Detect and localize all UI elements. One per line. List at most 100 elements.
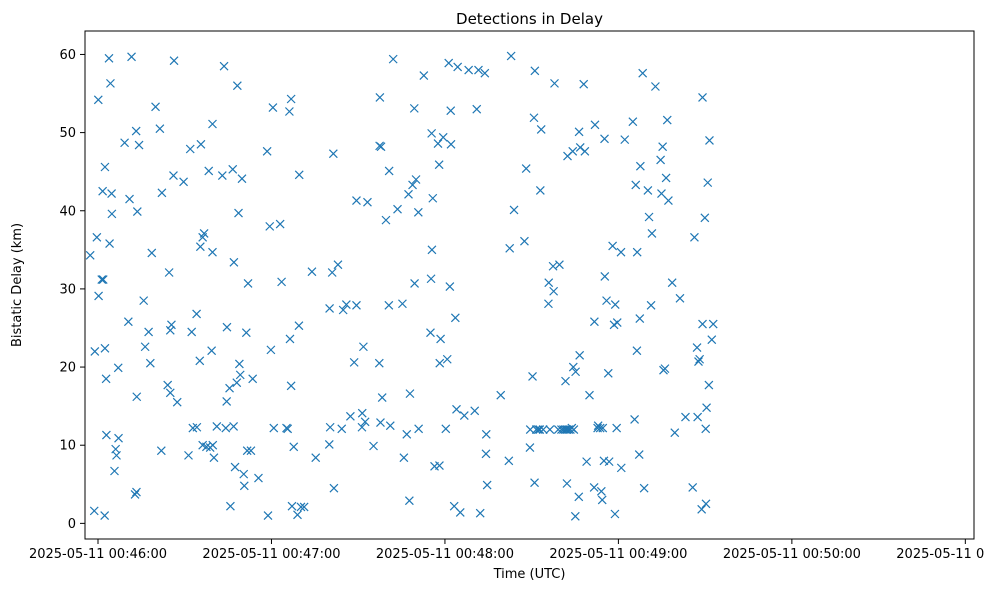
data-point-marker bbox=[328, 149, 338, 159]
data-point-marker bbox=[426, 274, 436, 284]
data-point-marker bbox=[228, 164, 238, 174]
data-point-marker bbox=[675, 293, 685, 303]
data-point-marker bbox=[100, 343, 110, 353]
data-point-marker bbox=[327, 268, 337, 277]
data-point-marker bbox=[535, 186, 545, 195]
data-markers bbox=[85, 51, 718, 521]
data-point-marker bbox=[165, 325, 175, 335]
data-point-marker bbox=[230, 462, 240, 472]
data-point-marker bbox=[113, 363, 123, 373]
data-point-marker bbox=[612, 318, 622, 327]
data-point-marker bbox=[554, 260, 564, 270]
data-point-marker bbox=[287, 501, 297, 511]
data-point-marker bbox=[204, 166, 214, 176]
data-point-marker bbox=[530, 478, 539, 488]
data-point-marker bbox=[656, 155, 666, 165]
data-point-marker bbox=[405, 389, 415, 399]
data-point-marker bbox=[277, 277, 287, 287]
data-point-marker bbox=[266, 345, 276, 355]
data-point-marker bbox=[632, 247, 642, 257]
data-point-marker bbox=[506, 51, 516, 61]
data-point-marker bbox=[225, 501, 235, 511]
data-point-marker bbox=[568, 146, 578, 156]
data-point-marker bbox=[268, 103, 278, 113]
data-point-marker bbox=[385, 421, 395, 431]
data-point-marker bbox=[393, 204, 402, 214]
data-point-marker bbox=[376, 418, 385, 427]
data-point-marker bbox=[428, 193, 438, 203]
data-point-marker bbox=[195, 242, 205, 252]
data-point-marker bbox=[199, 228, 209, 238]
data-point-marker bbox=[589, 317, 599, 327]
data-point-marker bbox=[701, 424, 711, 434]
data-point-marker bbox=[634, 450, 644, 460]
data-point-marker bbox=[357, 422, 367, 432]
data-point-marker bbox=[235, 370, 245, 380]
data-point-marker bbox=[411, 175, 421, 184]
data-point-marker bbox=[101, 374, 111, 384]
data-point-marker bbox=[132, 487, 141, 497]
data-point-marker bbox=[670, 428, 680, 438]
data-point-marker bbox=[169, 171, 178, 181]
data-point-marker bbox=[482, 480, 492, 490]
y-tick-label: 0 bbox=[68, 517, 76, 532]
x-axis-ticks: 2025-05-11 00:46:00 2025-05-11 00:47:00 20… bbox=[29, 539, 984, 562]
data-point-marker bbox=[544, 278, 554, 288]
data-point-marker bbox=[294, 170, 304, 180]
x-tick-label: 2025-05-11 00:50:00 bbox=[723, 547, 861, 562]
y-tick-label: 60 bbox=[59, 48, 76, 63]
data-point-marker bbox=[404, 496, 414, 506]
data-point-marker bbox=[438, 132, 448, 142]
data-point-marker bbox=[427, 128, 437, 138]
data-point-marker bbox=[242, 446, 252, 456]
data-point-marker bbox=[612, 423, 622, 433]
data-point-marker bbox=[192, 309, 202, 319]
data-point-marker bbox=[243, 279, 253, 288]
data-point-marker bbox=[94, 291, 104, 301]
data-point-marker bbox=[575, 350, 585, 360]
data-point-marker bbox=[639, 483, 649, 493]
data-point-marker bbox=[480, 68, 490, 78]
data-point-marker bbox=[164, 268, 174, 277]
data-point-marker bbox=[616, 247, 626, 257]
data-point-marker bbox=[707, 335, 717, 345]
data-point-marker bbox=[248, 374, 258, 384]
data-point-marker bbox=[337, 424, 347, 434]
y-tick-label: 30 bbox=[59, 282, 76, 297]
data-point-marker bbox=[155, 124, 165, 134]
data-point-marker bbox=[262, 146, 272, 156]
data-point-marker bbox=[399, 453, 409, 463]
data-point-marker bbox=[632, 346, 642, 356]
data-point-marker bbox=[384, 166, 394, 176]
y-axis-ticks: 0 10 20 30 40 50 60 bbox=[59, 48, 85, 532]
data-point-marker bbox=[631, 180, 641, 190]
data-point-marker bbox=[222, 397, 232, 406]
data-point-marker bbox=[410, 279, 420, 288]
data-point-marker bbox=[562, 425, 572, 435]
data-point-marker bbox=[435, 358, 445, 368]
data-point-marker bbox=[693, 412, 703, 422]
data-point-marker bbox=[241, 328, 251, 338]
data-point-marker bbox=[635, 314, 645, 324]
data-point-marker bbox=[528, 372, 537, 381]
data-point-marker bbox=[246, 446, 256, 456]
data-point-marker bbox=[435, 461, 444, 470]
data-point-marker bbox=[657, 189, 666, 198]
data-point-marker bbox=[97, 275, 107, 284]
data-point-marker bbox=[427, 245, 437, 255]
data-point-marker bbox=[179, 177, 189, 187]
data-point-marker bbox=[600, 271, 610, 281]
data-point-marker bbox=[402, 429, 412, 439]
data-point-marker bbox=[388, 54, 398, 64]
x-axis-label: Time (UTC) bbox=[493, 567, 566, 582]
data-point-marker bbox=[459, 411, 469, 420]
data-point-marker bbox=[329, 483, 339, 493]
x-tick-label: 2025-05-11 00:48:00 bbox=[376, 547, 514, 562]
data-point-marker bbox=[450, 313, 460, 323]
data-point-marker bbox=[658, 142, 668, 152]
data-point-marker bbox=[184, 450, 193, 460]
data-point-marker bbox=[286, 94, 296, 104]
data-point-marker bbox=[453, 62, 463, 72]
data-point-marker bbox=[376, 142, 386, 152]
data-point-marker bbox=[570, 511, 580, 521]
